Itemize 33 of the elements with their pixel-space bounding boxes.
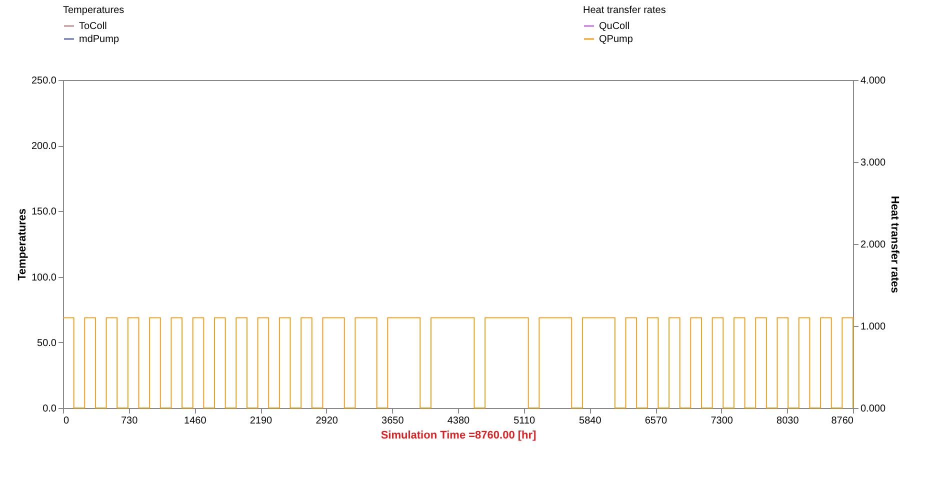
y-tick-label: 50.0 xyxy=(37,338,57,349)
y-axis-title: Temperatures xyxy=(16,208,28,280)
x-tick-label: 8760 xyxy=(831,416,854,426)
y2-tick-label: 4.000 xyxy=(860,76,886,86)
x-tick-label: 4380 xyxy=(447,416,470,426)
y2-tick-label: 2.000 xyxy=(860,240,886,250)
legend-label: mdPump xyxy=(79,34,120,45)
x-tick-label: 0 xyxy=(64,416,70,426)
y-tick-label: 100.0 xyxy=(31,272,57,284)
y-tick-label: 250.0 xyxy=(31,76,57,86)
y-tick-label: 200.0 xyxy=(31,141,57,152)
text: Heat transfer rates xyxy=(583,5,666,16)
x-tick-label: 730 xyxy=(120,416,138,426)
y2-tick-label: 3.000 xyxy=(860,158,886,168)
legend-label: QPump xyxy=(599,34,634,45)
legend-label: QuColl xyxy=(599,21,630,32)
legend-title: Temperatures xyxy=(63,5,124,16)
x-tick-label: 1460 xyxy=(184,416,207,426)
x-tick-label: 7300 xyxy=(710,416,734,426)
x-tick-label: 2920 xyxy=(316,416,338,426)
x-tick-label: 8030 xyxy=(776,416,800,426)
y2-tick-label: 1.000 xyxy=(860,322,886,332)
y-tick-label: 0.0 xyxy=(42,404,57,414)
y-tick-label: 150.0 xyxy=(31,206,57,218)
y2-tick-label: 0.000 xyxy=(860,404,886,414)
x-tick-label: 2190 xyxy=(250,416,273,426)
x-axis-title: Simulation Time =8760.00 [hr] xyxy=(380,430,537,442)
x-tick-label: 5110 xyxy=(514,416,536,426)
legend-label: ToColl xyxy=(79,21,107,32)
x-tick-label: 3650 xyxy=(382,416,404,426)
x-tick-label: 6570 xyxy=(644,416,668,426)
x-tick-label: 5840 xyxy=(579,416,602,426)
y2-axis-title: Heat transfer rates xyxy=(888,196,901,294)
